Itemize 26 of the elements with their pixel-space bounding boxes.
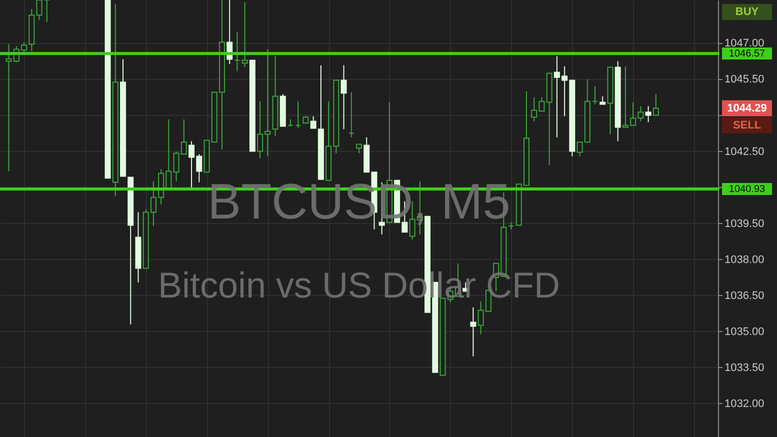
y-tick-label: 1033.50 bbox=[724, 362, 764, 374]
candlestick bbox=[242, 2, 248, 68]
candlestick bbox=[645, 106, 652, 123]
candlestick bbox=[340, 64, 347, 130]
candlestick bbox=[234, 32, 240, 72]
text: SELL bbox=[732, 119, 762, 132]
candlestick bbox=[44, 0, 50, 23]
candlestick bbox=[348, 92, 354, 138]
ref-line-label: 1040.93 bbox=[728, 184, 766, 195]
candlestick bbox=[470, 306, 476, 357]
y-tick-label: 1042.50 bbox=[724, 146, 764, 158]
y-tick-label: 1047.00 bbox=[724, 38, 764, 50]
y-tick-label: 1036.50 bbox=[724, 290, 764, 302]
candlestick bbox=[652, 94, 659, 116]
candlestick bbox=[295, 100, 302, 129]
y-tick-label: 1039.50 bbox=[724, 218, 764, 230]
y-tick-label: 1038.00 bbox=[724, 254, 764, 266]
y-tick-label: 1045.50 bbox=[724, 74, 764, 86]
ref-line-label: 1046.57 bbox=[728, 48, 766, 60]
y-tick-label: 1032.00 bbox=[724, 398, 764, 410]
text: BUY bbox=[735, 6, 760, 18]
y-tick-label: 1035.00 bbox=[724, 326, 764, 338]
candlestick bbox=[36, 0, 42, 21]
candlestick bbox=[310, 116, 316, 129]
text: 1044.29 bbox=[727, 102, 767, 114]
candlestick bbox=[592, 86, 598, 105]
